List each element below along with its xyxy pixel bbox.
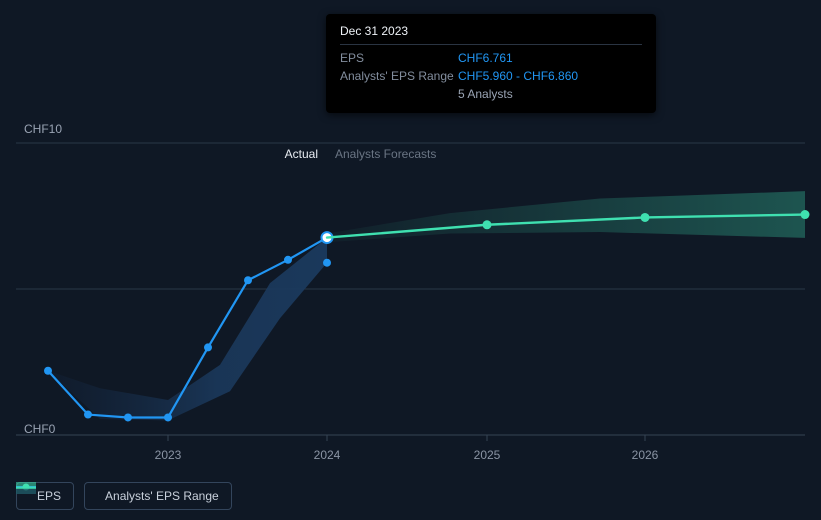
tooltip-sub: 5 Analysts <box>458 87 642 101</box>
section-label-actual: Actual <box>240 147 318 161</box>
tooltip-row-range: Analysts' EPS Range CHF5.960 - CHF6.860 <box>340 69 642 83</box>
tooltip-key-eps: EPS <box>340 51 458 65</box>
y-tick-bottom: CHF0 <box>24 422 55 436</box>
tooltip-row-eps: EPS CHF6.761 <box>340 51 642 65</box>
x-tick-2025: 2025 <box>474 448 501 462</box>
tooltip-date: Dec 31 2023 <box>340 24 642 38</box>
x-tick-2023: 2023 <box>155 448 182 462</box>
legend-item-range[interactable]: Analysts' EPS Range <box>84 482 232 510</box>
legend-label-range: Analysts' EPS Range <box>105 489 219 503</box>
tooltip-val-range: CHF5.960 - CHF6.860 <box>458 69 578 83</box>
legend-label-eps: EPS <box>37 489 61 503</box>
tooltip: Dec 31 2023 EPS CHF6.761 Analysts' EPS R… <box>326 14 656 113</box>
x-tick-2026: 2026 <box>632 448 659 462</box>
legend: EPS Analysts' EPS Range <box>16 482 232 510</box>
eps-forecast-chart: CHF10 CHF0 2023 2024 2025 2026 Actual An… <box>0 0 821 520</box>
section-label-forecast: Analysts Forecasts <box>335 147 436 161</box>
tooltip-key-range: Analysts' EPS Range <box>340 69 458 83</box>
y-tick-top: CHF10 <box>24 122 62 136</box>
tooltip-val-eps: CHF6.761 <box>458 51 513 65</box>
x-tick-2024: 2024 <box>314 448 341 462</box>
tooltip-divider <box>340 44 642 45</box>
